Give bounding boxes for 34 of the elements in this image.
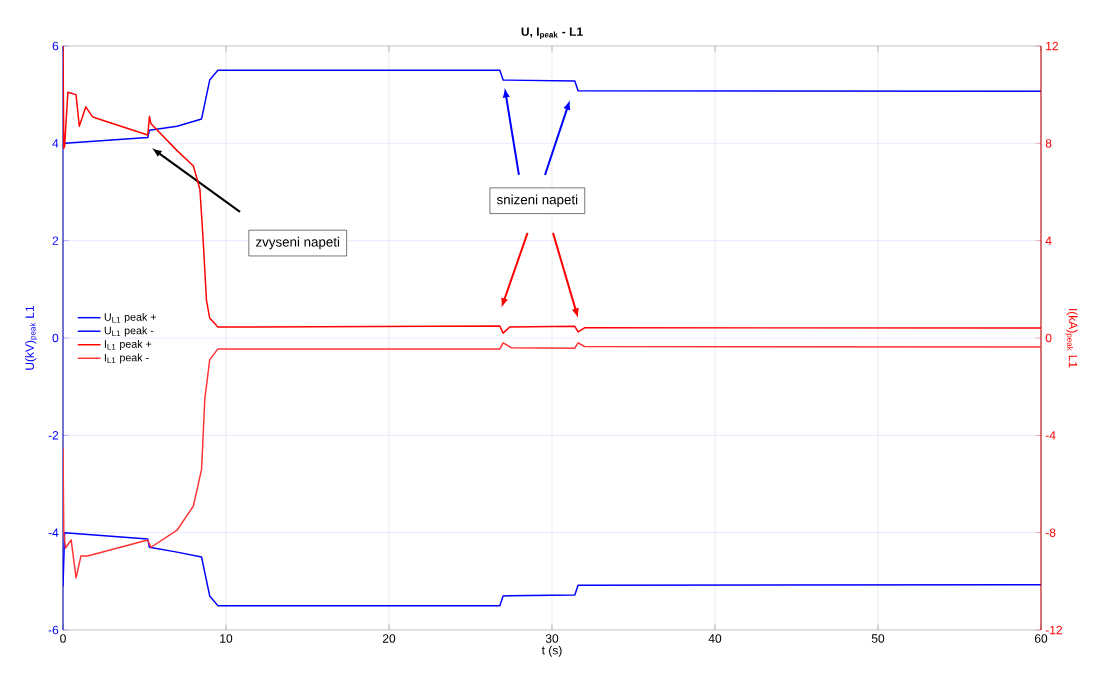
y2-tick-label: 8 xyxy=(1045,139,1052,148)
y-tick-label: 4 xyxy=(52,139,59,148)
x-tick-label: 20 xyxy=(382,634,396,643)
y2-axis-title: I(kA)$_{peak}$ L1 xyxy=(1065,309,1078,368)
y2-tick-label: 0 xyxy=(1045,333,1052,343)
y-tick-label: -2 xyxy=(48,431,59,440)
legend-label: I$_{L1}$ peak - xyxy=(104,353,149,364)
annotation: zvyseni napeti xyxy=(256,236,340,250)
y2-tick-label: -4 xyxy=(1045,431,1056,440)
y2-tick-label: 4 xyxy=(1045,236,1052,245)
line-series xyxy=(63,69,1041,145)
y-tick-label: -4 xyxy=(48,528,59,537)
x-tick-label: 0 xyxy=(60,634,66,643)
legend-label: U$_{L1}$ peak + xyxy=(104,312,156,323)
x-axis-title: t (s) xyxy=(541,645,562,657)
x-tick-label: 10 xyxy=(220,634,233,643)
y-tick-label: 6 xyxy=(52,41,59,51)
legend-label: I$_{L1}$ peak + xyxy=(104,339,152,350)
legend-label: U$_{L1}$ peak - xyxy=(104,326,154,337)
x-tick-label: 40 xyxy=(708,634,722,643)
y-tick-label: 2 xyxy=(52,236,59,245)
chart-title: U, I$_{peak}$ - L1 xyxy=(521,27,583,40)
y2-tick-label: 12 xyxy=(1046,41,1058,51)
x-tick-label: 50 xyxy=(871,634,885,643)
x-tick-label: 30 xyxy=(545,634,559,643)
y-tick-label: -6 xyxy=(48,625,59,635)
line-series xyxy=(63,342,1041,579)
y2-tick-label: -12 xyxy=(1045,625,1062,635)
y-axis-title: U(kV)$_{peak}$ L1 xyxy=(25,305,38,370)
y-tick-label: 0 xyxy=(52,333,59,343)
y2-tick-label: -8 xyxy=(1045,528,1056,537)
x-tick-label: 60 xyxy=(1034,634,1048,643)
annotation: snizeni napeti xyxy=(496,194,578,207)
line-series xyxy=(63,531,1041,607)
